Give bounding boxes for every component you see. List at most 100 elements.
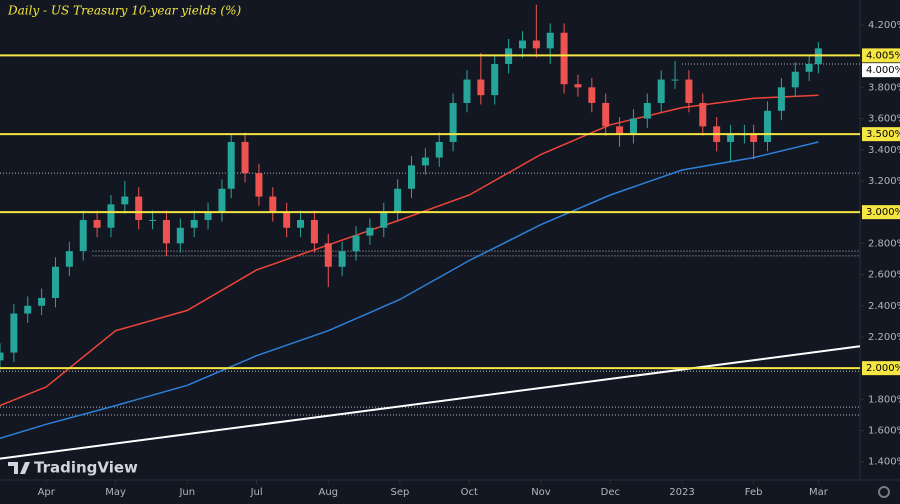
candle-body xyxy=(310,219,318,244)
candle xyxy=(777,77,785,121)
candle xyxy=(477,53,485,105)
candle-body xyxy=(10,313,18,353)
candle xyxy=(602,93,610,136)
candle-body xyxy=(435,141,443,158)
candle-body xyxy=(491,63,499,96)
logo: TradingView xyxy=(8,459,138,477)
candle xyxy=(79,210,87,261)
level-label: 4.005% xyxy=(866,50,900,61)
x-tick-label: Apr xyxy=(38,487,56,498)
candle xyxy=(685,70,693,113)
candle-body xyxy=(269,196,277,213)
y-tick-label: 3.400% xyxy=(868,145,900,156)
candle-body xyxy=(190,219,198,228)
candle-body xyxy=(616,126,624,135)
y-tick-label: 4.200% xyxy=(868,20,900,31)
indicator-line xyxy=(0,345,861,460)
logo-icon xyxy=(8,462,30,474)
candle xyxy=(297,210,305,238)
y-tick-label: 2.800% xyxy=(868,238,900,249)
y-tick-label: 3.600% xyxy=(868,114,900,125)
candle xyxy=(449,93,457,152)
candle-body xyxy=(227,141,235,189)
brand: TradingView xyxy=(34,459,138,477)
candle-body xyxy=(518,40,526,49)
level-label-box xyxy=(862,48,900,63)
candle-body xyxy=(532,40,540,49)
candle-body xyxy=(338,251,346,267)
candle-body xyxy=(204,212,212,220)
candle xyxy=(352,226,360,261)
candle-body xyxy=(574,84,582,88)
candle xyxy=(463,70,471,113)
y-tick-label: 3.200% xyxy=(868,176,900,187)
y-tick-label: 2.400% xyxy=(868,301,900,312)
x-tick-label: Feb xyxy=(745,487,763,498)
candle xyxy=(107,194,115,238)
candle xyxy=(241,132,249,183)
candle xyxy=(65,241,73,277)
candle-body xyxy=(162,219,170,244)
candle-body xyxy=(643,102,651,119)
candle-body xyxy=(241,141,249,174)
candle-body xyxy=(149,219,157,221)
y-tick-label: 1.600% xyxy=(868,426,900,437)
level-label: 3.500% xyxy=(866,129,900,140)
candle-body xyxy=(546,32,554,49)
x-tick-label: Mar xyxy=(809,487,829,498)
candle-body xyxy=(352,235,360,252)
price-label: 4.000% xyxy=(866,65,900,76)
candle-body xyxy=(805,63,813,72)
gear[interactable] xyxy=(878,486,890,498)
candle-body xyxy=(121,196,129,205)
candle xyxy=(121,180,129,214)
x-tick-label: 2023 xyxy=(669,487,694,498)
candle xyxy=(699,93,707,136)
candle xyxy=(532,4,540,58)
candle-body xyxy=(297,219,305,228)
candle xyxy=(204,202,212,230)
candle-body xyxy=(394,188,402,213)
candle xyxy=(546,23,554,64)
candle xyxy=(380,202,388,238)
candle xyxy=(149,210,157,230)
candle xyxy=(560,23,568,94)
y-tick-label: 1.800% xyxy=(868,394,900,405)
settings-icon[interactable] xyxy=(878,486,890,498)
candle xyxy=(93,210,101,238)
candle-body xyxy=(408,165,416,189)
candle xyxy=(269,187,277,222)
candle xyxy=(421,148,429,175)
candle xyxy=(394,179,402,222)
candle xyxy=(727,124,735,163)
candle-body xyxy=(176,227,184,244)
candle xyxy=(616,116,624,147)
candle-body xyxy=(657,79,665,103)
candle-body xyxy=(699,102,707,127)
candle xyxy=(435,132,443,167)
candle-body xyxy=(65,251,73,267)
candle xyxy=(324,233,332,288)
level-label-box xyxy=(862,127,900,142)
candle xyxy=(10,304,18,362)
x-tick-label: Sep xyxy=(391,487,410,498)
candle-body xyxy=(685,79,693,103)
candle xyxy=(805,54,813,82)
y-tick-label: 2.600% xyxy=(868,270,900,281)
indicator-line xyxy=(0,141,819,440)
candle-body xyxy=(791,71,799,88)
candle-body xyxy=(629,118,637,135)
candle xyxy=(176,218,184,253)
level-label-box xyxy=(862,205,900,220)
candle xyxy=(38,288,46,316)
indicator-line xyxy=(0,94,819,407)
candle xyxy=(283,202,291,238)
x-tick-label: Oct xyxy=(461,487,478,498)
candle-body xyxy=(135,196,143,220)
candle xyxy=(162,210,170,256)
candle-body xyxy=(764,110,772,142)
candle xyxy=(135,187,143,230)
chart-title: Daily - US Treasury 10-year yields (%) xyxy=(7,4,241,18)
